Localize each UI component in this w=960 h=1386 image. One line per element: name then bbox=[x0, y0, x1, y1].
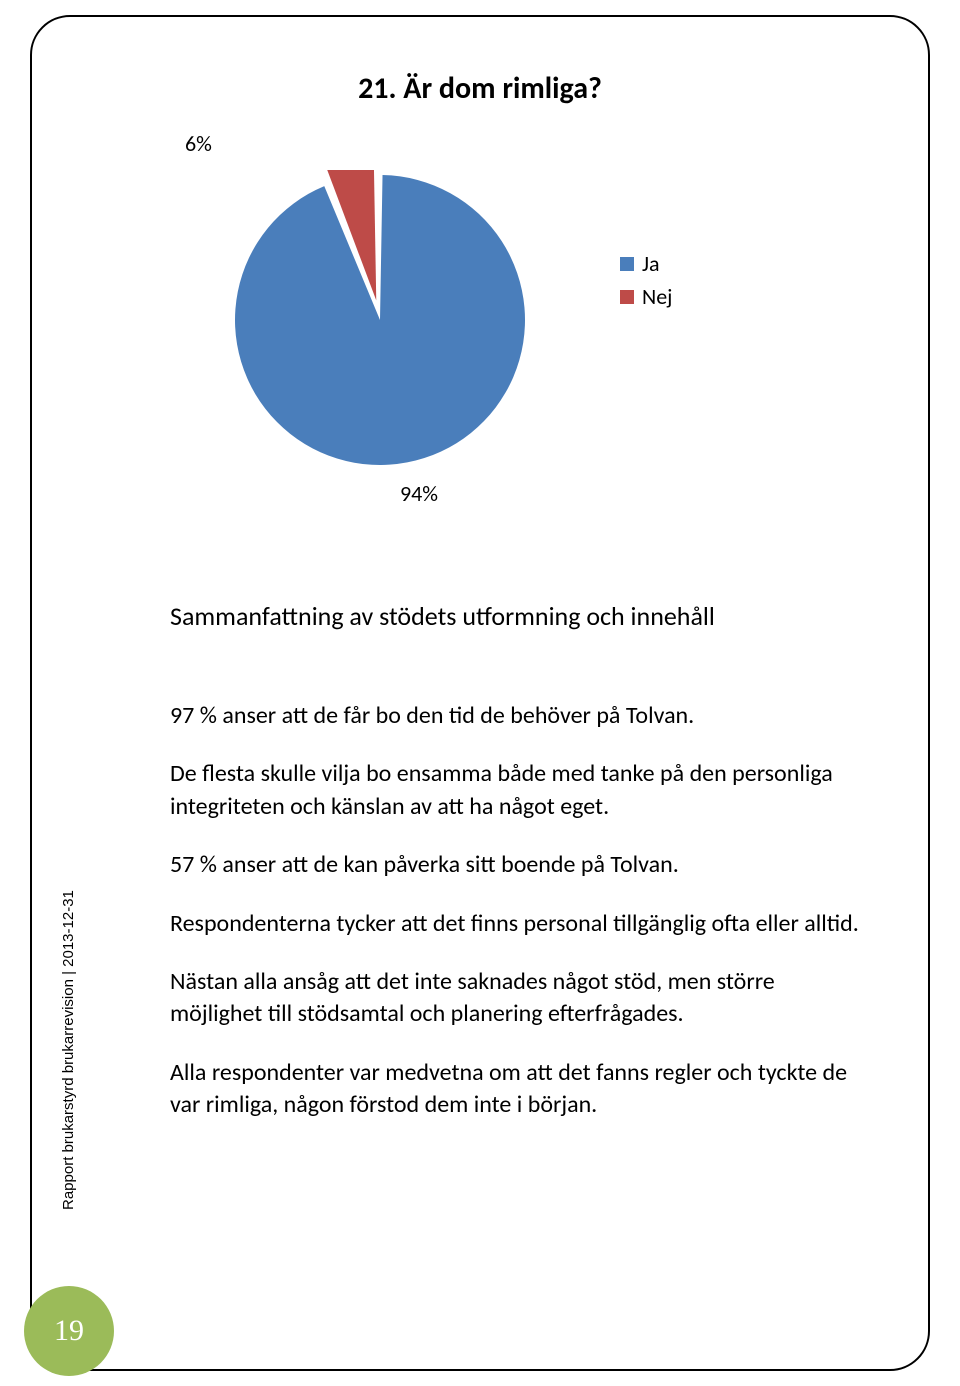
slice-label-ja: 94% bbox=[400, 480, 438, 507]
side-caption: Rapport brukarstyrd brukarrevision | 201… bbox=[60, 890, 77, 1210]
page: 21. Är dom rimliga? 6% 94% Ja Nej Samman… bbox=[0, 0, 960, 1386]
section-heading: Sammanfattning av stödets utformning och… bbox=[170, 600, 715, 632]
legend-label-nej: Nej bbox=[642, 283, 672, 310]
legend-swatch-ja bbox=[620, 257, 634, 271]
paragraph: Nästan alla ansåg att det inte saknades … bbox=[170, 966, 860, 1031]
page-number-circle: 19 bbox=[24, 1286, 114, 1376]
legend-swatch-nej bbox=[620, 290, 634, 304]
paragraph: 57 % anser att de kan påverka sitt boend… bbox=[170, 849, 860, 881]
chart-title: 21. Är dom rimliga? bbox=[0, 70, 960, 107]
paragraph: Alla respondenter var medvetna om att de… bbox=[170, 1057, 860, 1122]
paragraph: 97 % anser att de får bo den tid de behö… bbox=[170, 700, 860, 732]
pie-svg bbox=[230, 170, 530, 470]
paragraph: Respondenterna tycker att det finns pers… bbox=[170, 908, 860, 940]
chart-legend: Ja Nej bbox=[620, 250, 672, 316]
section-body: 97 % anser att de får bo den tid de behö… bbox=[170, 700, 860, 1148]
legend-item-ja: Ja bbox=[620, 250, 672, 277]
legend-label-ja: Ja bbox=[642, 250, 660, 277]
paragraph: De flesta skulle vilja bo ensamma både m… bbox=[170, 758, 860, 823]
legend-item-nej: Nej bbox=[620, 283, 672, 310]
page-number: 19 bbox=[54, 1314, 84, 1348]
pie-chart bbox=[200, 140, 560, 500]
pie-slice-ja bbox=[235, 175, 525, 465]
